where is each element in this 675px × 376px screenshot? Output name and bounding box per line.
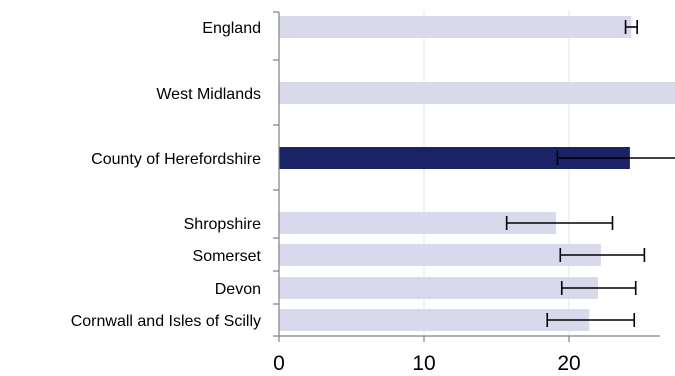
bar-west-midlands (279, 82, 675, 104)
bars (279, 16, 675, 331)
category-label-county-of-herefordshire: County of Herefordshire (91, 151, 261, 168)
category-label-cornwall-and-isles-of-scilly: Cornwall and Isles of Scilly (71, 313, 261, 330)
bar-devon (279, 277, 598, 299)
bar-cornwall-and-isles-of-scilly (279, 309, 590, 331)
category-label-england: England (202, 20, 261, 37)
bar-county-of-herefordshire (279, 147, 630, 169)
category-label-somerset: Somerset (193, 248, 262, 265)
category-labels: England West Midlands County of Herefordsh… (71, 20, 262, 330)
category-label-devon: Devon (215, 281, 261, 298)
axes (273, 11, 660, 342)
error-bars (505, 20, 675, 327)
bar-somerset (279, 244, 601, 266)
bar-shropshire (279, 212, 556, 234)
x-tick-label-0: 0 (273, 352, 285, 375)
x-tick-labels: 01020304050 (273, 352, 581, 375)
category-label-west-midlands: West Midlands (156, 86, 261, 103)
category-label-shropshire: Shropshire (184, 216, 261, 233)
x-tick-label-10: 10 (412, 352, 435, 375)
x-tick-label-20: 20 (557, 352, 580, 375)
bar-england (279, 16, 632, 38)
